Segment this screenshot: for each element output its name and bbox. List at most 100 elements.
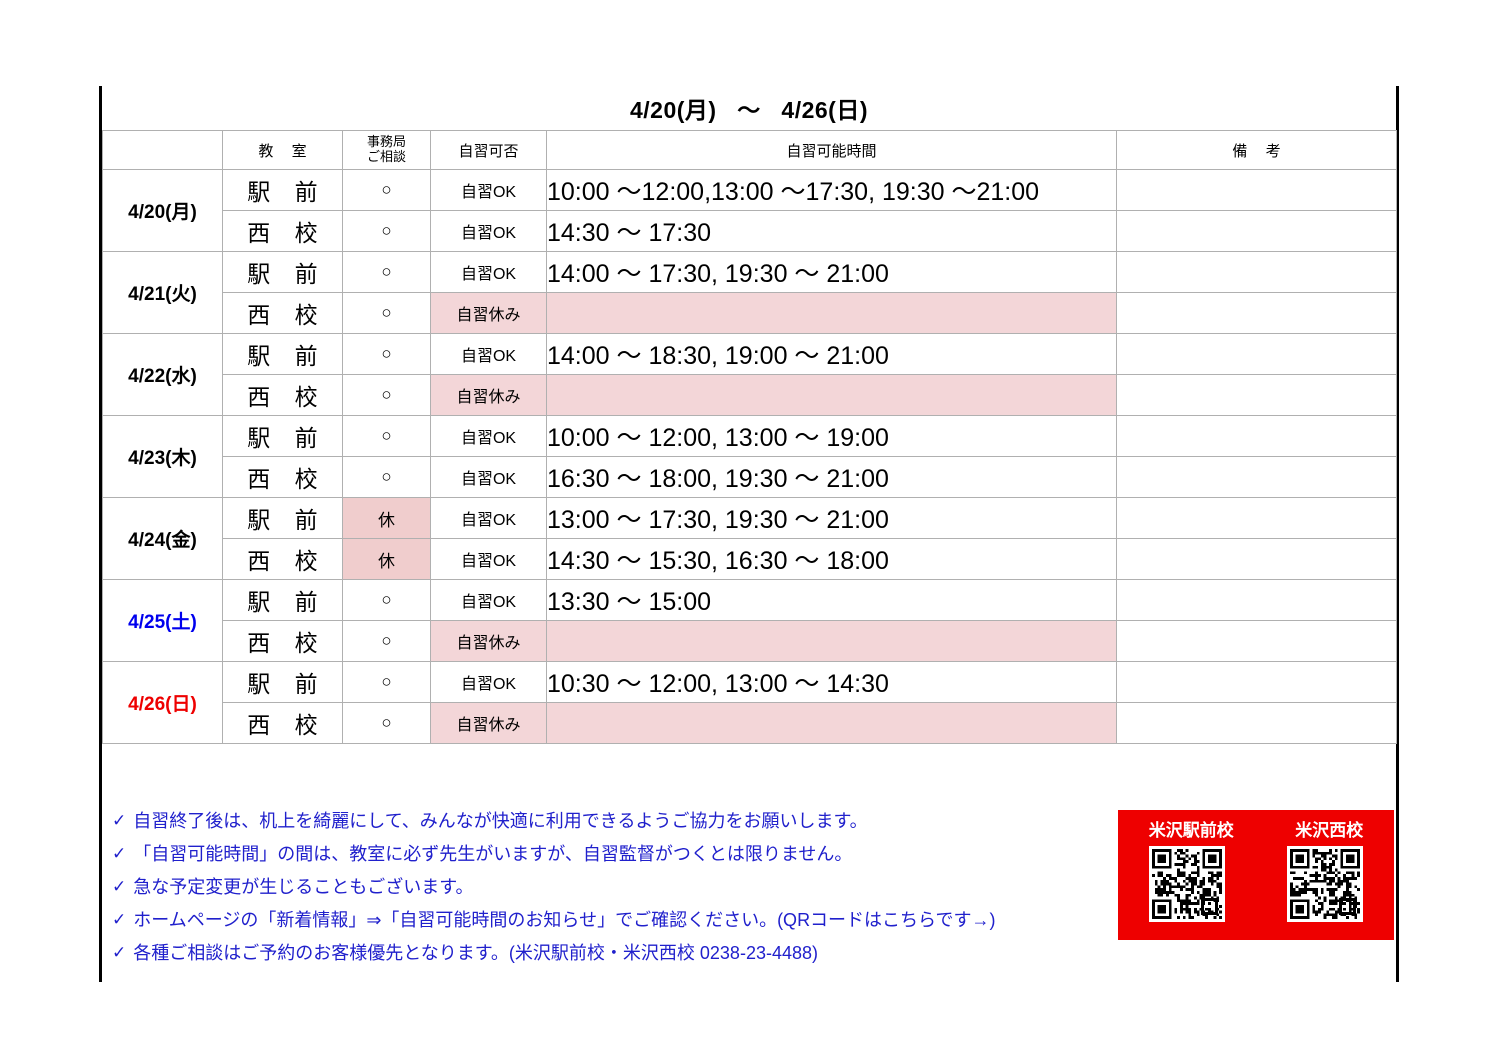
cell-room: 西 校 <box>222 456 343 498</box>
status-badge-open: 自習OK <box>430 210 547 252</box>
cell-notes <box>1116 456 1397 498</box>
table-body: 4/20(月) 駅 前 ○ 自習OK 10:00 ～12:00,13:00 ～17:30… <box>102 169 1397 744</box>
page-title: 4/20(月) ～ 4/26(日) <box>629 97 868 123</box>
cell-notes <box>1116 251 1397 293</box>
cell-office-open: ○ <box>342 620 431 662</box>
cell-hours: 13:30 ～ 15:00 <box>546 579 1117 621</box>
cell-date: 4/20(月) <box>102 169 223 252</box>
cell-hours <box>546 292 1117 334</box>
cell-hours: 14:30 ～ 17:30 <box>546 210 1117 252</box>
cell-date: 4/22(水) <box>102 333 223 416</box>
table-row: 西 校 ○ 自習休み <box>103 702 1397 744</box>
check-icon: ✓ <box>112 877 127 896</box>
status-badge-open: 自習OK <box>430 415 547 457</box>
header-row: 教 室 事務局 ご相談 自習可否 自習可能時間 備 考 <box>102 130 1397 170</box>
cell-hours: 14:00 ～ 17:30, 19:30 ～ 21:00 <box>546 251 1117 293</box>
qr-labels: 米沢駅前校 米沢西校 <box>1118 816 1394 841</box>
cell-room: 西 校 <box>222 292 343 334</box>
check-icon: ✓ <box>112 811 127 830</box>
status-badge-closed: 自習休み <box>430 620 547 662</box>
cell-office-closed: 休 <box>342 497 431 539</box>
note-line: ✓ 「自習可能時間」の間は、教室に必ず先生がいますが、自習監督がつくとは限りません… <box>112 845 1092 863</box>
cell-room: 駅 前 <box>222 415 343 457</box>
cell-notes <box>1116 210 1397 252</box>
cell-date: 4/26(日) <box>102 661 223 744</box>
check-icon: ✓ <box>112 943 127 962</box>
cell-hours: 10:00 ～ 12:00, 13:00 ～ 19:00 <box>546 415 1117 457</box>
cell-date: 4/23(木) <box>102 415 223 498</box>
status-badge-closed: 自習休み <box>430 702 547 744</box>
cell-room: 西 校 <box>222 620 343 662</box>
status-badge-open: 自習OK <box>430 497 547 539</box>
cell-room: 西 校 <box>222 374 343 416</box>
check-icon: ✓ <box>112 910 127 929</box>
title-row: 4/20(月) ～ 4/26(日) <box>102 86 1396 130</box>
cell-notes <box>1116 702 1397 744</box>
header-room: 教 室 <box>222 130 343 170</box>
qr-codes <box>1118 846 1394 922</box>
cell-room: 駅 前 <box>222 579 343 621</box>
sheet-left-border <box>99 86 102 982</box>
header-office-line2: ご相談 <box>366 149 406 164</box>
cell-hours: 14:00 ～ 18:30, 19:00 ～ 21:00 <box>546 333 1117 375</box>
cell-room: 駅 前 <box>222 251 343 293</box>
cell-date: 4/21(火) <box>102 251 223 334</box>
note-text: 自習終了後は、机上を綺麗にして、みんなが快適に利用できるようご協力をお願いします… <box>133 811 868 831</box>
qr-code-nishi-icon[interactable] <box>1287 846 1363 922</box>
status-badge-open: 自習OK <box>430 456 547 498</box>
table-row: 西 校 ○ 自習OK 16:30 ～ 18:00, 19:30 ～ 21:00 <box>103 456 1397 498</box>
cell-notes <box>1116 538 1397 580</box>
cell-office-open: ○ <box>342 661 431 703</box>
header-office: 事務局 ご相談 <box>342 130 431 170</box>
note-text: 急な予定変更が生じることもございます。 <box>133 877 474 897</box>
cell-room: 駅 前 <box>222 169 343 211</box>
cell-date: 4/25(土) <box>102 579 223 662</box>
note-line: ✓ 急な予定変更が生じることもございます。 <box>112 878 1092 896</box>
cell-notes <box>1116 292 1397 334</box>
cell-office-open: ○ <box>342 333 431 375</box>
table-row: 西 校 ○ 自習休み <box>103 292 1397 334</box>
header-notes: 備 考 <box>1116 130 1397 170</box>
cell-hours: 10:30 ～ 12:00, 13:00 ～ 14:30 <box>546 661 1117 703</box>
cell-room: 駅 前 <box>222 661 343 703</box>
note-text: ホームページの「新着情報」⇒「自習可能時間のお知らせ」でご確認ください。(QRコ… <box>133 910 996 930</box>
header-hours: 自習可能時間 <box>546 130 1117 170</box>
cell-notes <box>1116 169 1397 211</box>
sheet-right-border <box>1396 86 1399 982</box>
cell-notes <box>1116 661 1397 703</box>
schedule-sheet: 4/20(月) ～ 4/26(日) 教 室 事務局 ご相談 自習可否 自習可能時… <box>102 86 1397 744</box>
cell-hours: 13:00 ～ 17:30, 19:30 ～ 21:00 <box>546 497 1117 539</box>
header-availability: 自習可否 <box>430 130 547 170</box>
note-text: 「自習可能時間」の間は、教室に必ず先生がいますが、自習監督がつくとは限りません。 <box>133 844 853 864</box>
qr-label-nishi: 米沢西校 <box>1295 821 1364 840</box>
header-office-line1: 事務局 <box>366 134 406 150</box>
note-line: ✓ ホームページの「新着情報」⇒「自習可能時間のお知らせ」でご確認ください。(QR… <box>112 911 1092 929</box>
footer-notes: ✓ 自習終了後は、机上を綺麗にして、みんなが快適に利用できるようご協力をお願いしま… <box>112 812 1092 977</box>
table-row: 4/20(月) 駅 前 ○ 自習OK 10:00 ～12:00,13:00 ～17:30… <box>102 169 1397 252</box>
note-line: ✓ 自習終了後は、机上を綺麗にして、みんなが快適に利用できるようご協力をお願いしま… <box>112 812 1092 830</box>
table-row: 4/25(土) 駅 前 ○ 自習OK 13:30 ～ 15:00 <box>102 579 1397 662</box>
table-row: 西 校 ○ 自習休み <box>103 620 1397 662</box>
cell-notes <box>1116 579 1397 621</box>
cell-notes <box>1116 497 1397 539</box>
header-date <box>102 130 223 170</box>
status-badge-closed: 自習休み <box>430 374 547 416</box>
cell-office-open: ○ <box>342 415 431 457</box>
cell-room: 西 校 <box>222 210 343 252</box>
qr-code-ekimae-icon[interactable] <box>1149 846 1225 922</box>
qr-label-ekimae: 米沢駅前校 <box>1148 821 1234 840</box>
status-badge-open: 自習OK <box>430 169 547 211</box>
cell-office-open: ○ <box>342 210 431 252</box>
table-row: 4/24(金) 駅 前休自習OK 13:00 ～ 17:30, 19:30 ～ 21… <box>102 497 1397 580</box>
cell-office-open: ○ <box>342 292 431 334</box>
status-badge-open: 自習OK <box>430 661 547 703</box>
table-header: 教 室 事務局 ご相談 自習可否 自習可能時間 備 考 <box>102 130 1397 170</box>
cell-hours: 10:00 ～12:00,13:00 ～17:30, 19:30 ～21:00 <box>546 169 1117 211</box>
cell-office-open: ○ <box>342 702 431 744</box>
status-badge-open: 自習OK <box>430 333 547 375</box>
status-badge-closed: 自習休み <box>430 292 547 334</box>
cell-office-open: ○ <box>342 456 431 498</box>
schedule-table: 教 室 事務局 ご相談 自習可否 自習可能時間 備 考 4/20(月) 駅 前 ○ 自… <box>102 130 1397 744</box>
cell-room: 駅 前 <box>222 497 343 539</box>
cell-hours <box>546 620 1117 662</box>
